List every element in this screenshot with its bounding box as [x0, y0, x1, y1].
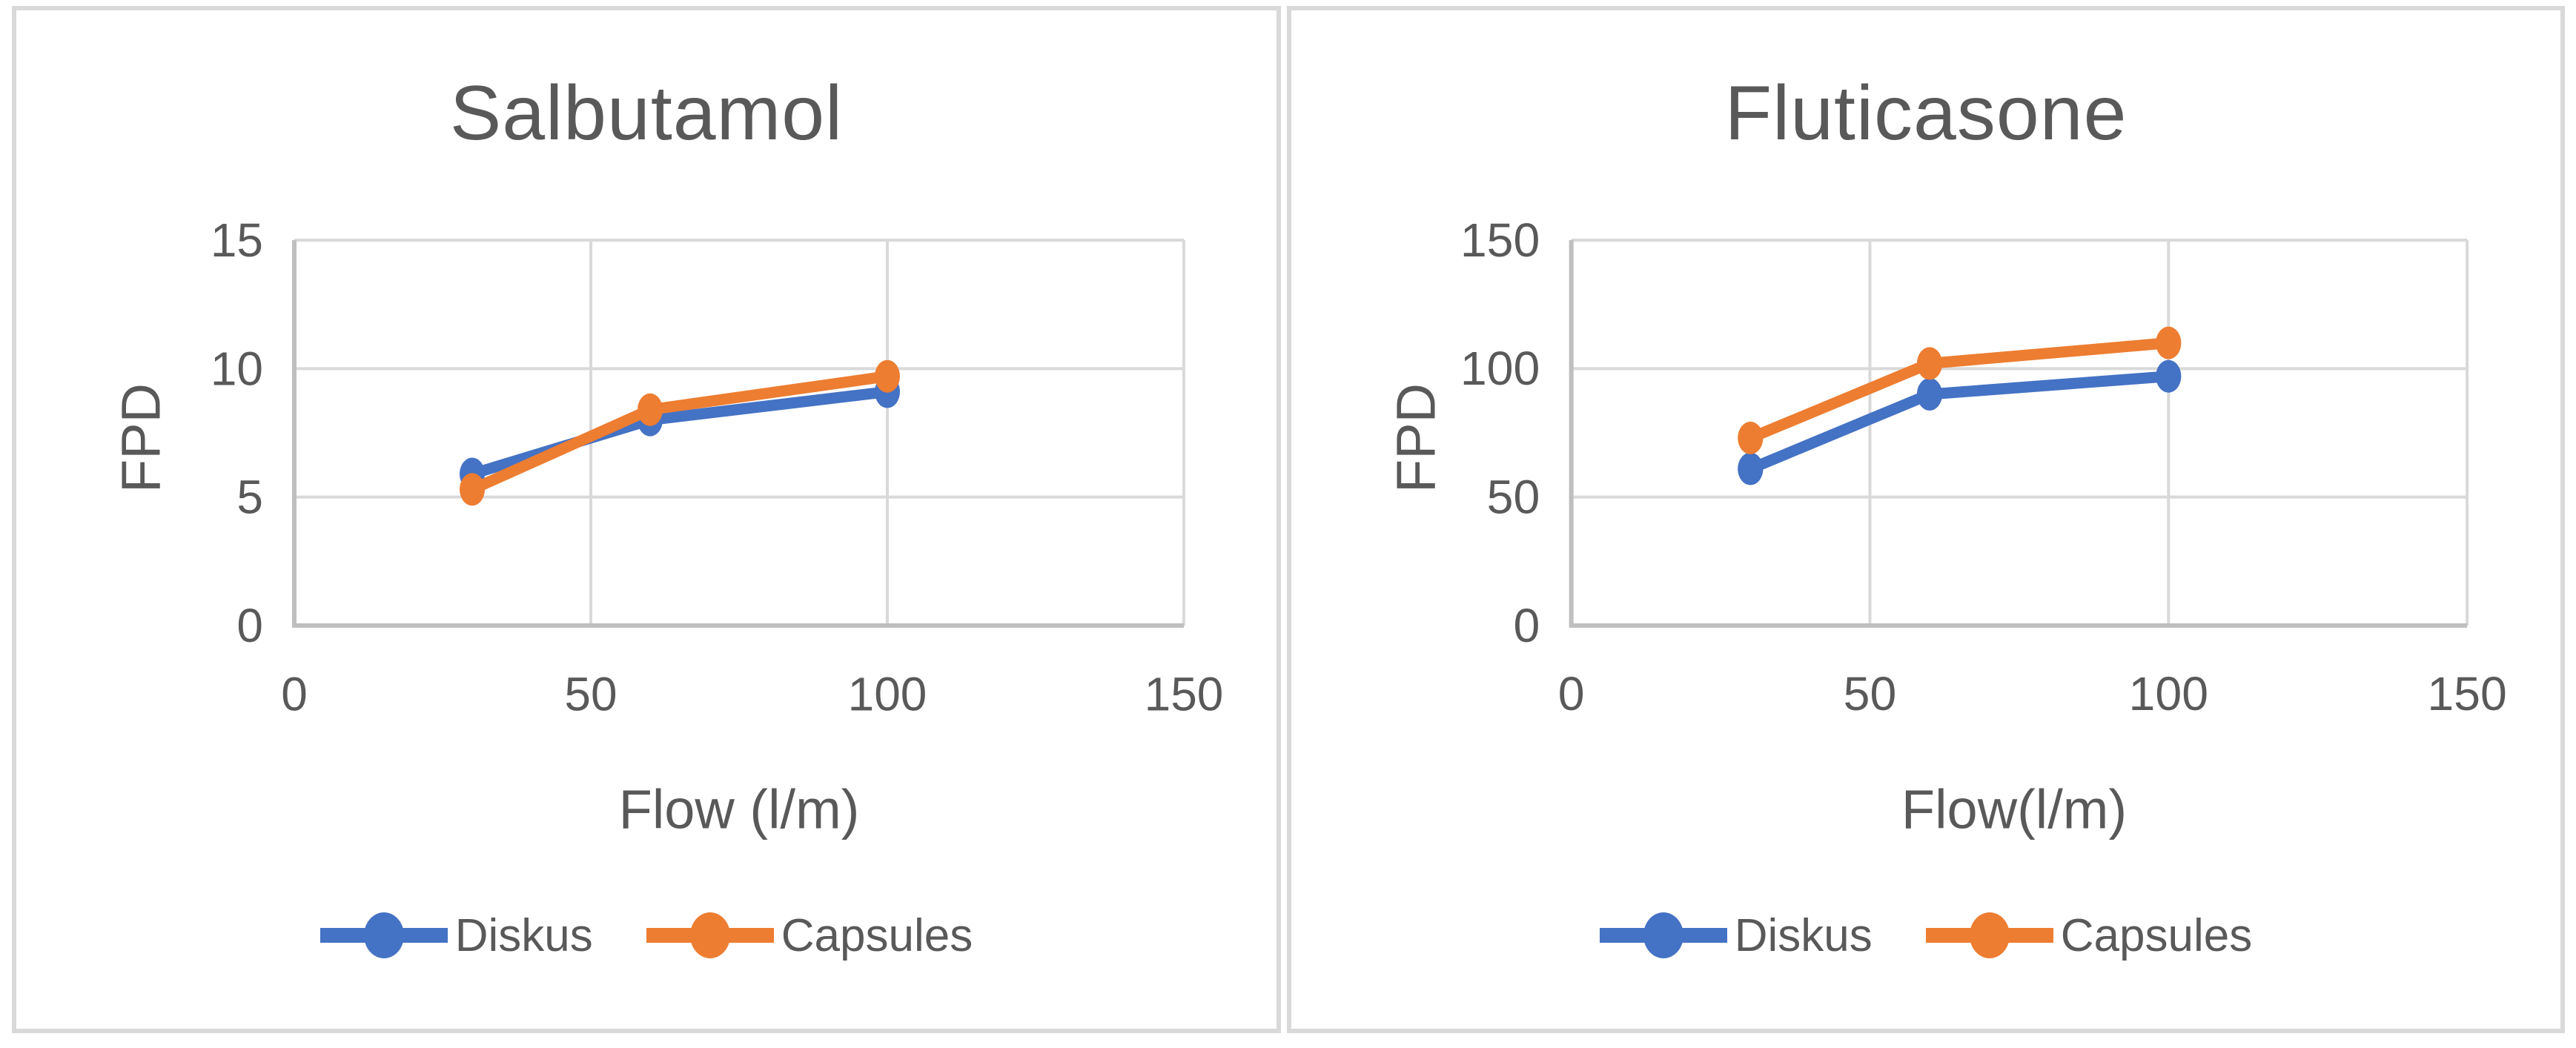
- legend-label-diskus: Diskus: [1734, 909, 1873, 961]
- chart-panel-salbutamol: 0 5 10 15 0 50 100 150 Salbutamol FPD Flow (l/m…: [12, 6, 1281, 1033]
- legend-marker-diskus-icon: [1599, 912, 1727, 958]
- x-tick-label: 100: [2129, 667, 2209, 720]
- legend-salbutamol: Diskus Capsules: [16, 909, 1277, 962]
- series-line-capsules: [466, 371, 893, 495]
- y-tick-label: 50: [1487, 471, 1540, 524]
- legend-item-capsules: Capsules: [646, 909, 973, 962]
- data-point-capsules: [638, 393, 663, 426]
- y-tick-label: 15: [211, 213, 263, 267]
- legend-marker-diskus-icon: [319, 912, 448, 958]
- plot-area-fluticasone: 0 50 100 150 0 50 100 150: [1460, 213, 2507, 720]
- x-tick-label: 50: [1844, 667, 1897, 720]
- legend-marker-capsules-icon: [646, 912, 774, 958]
- y-tick-label: 10: [211, 342, 263, 395]
- legend-label-diskus: Diskus: [454, 909, 593, 961]
- y-tick-label: 5: [236, 471, 263, 524]
- chart-title-salbutamol: Salbutamol: [449, 70, 844, 156]
- data-point-diskus: [2156, 359, 2182, 393]
- x-axis-title-salbutamol: Flow (l/m): [618, 778, 860, 840]
- data-point-diskus: [1738, 452, 1764, 485]
- y-tick-label: 0: [236, 599, 263, 652]
- legend-marker-capsules-icon: [1925, 912, 2053, 958]
- series-line-diskus: [1744, 371, 2174, 475]
- data-point-capsules: [460, 473, 485, 506]
- y-tick-label: 0: [1514, 599, 1540, 652]
- x-tick-label: 0: [1558, 667, 1585, 720]
- legend-label-capsules: Capsules: [2060, 909, 2253, 961]
- data-point-capsules: [1738, 421, 1764, 454]
- chart-panel-fluticasone: 0 50 100 150 0 50 100 150 Fluticasone FPD Flow(…: [1287, 6, 2565, 1033]
- x-tick-label: 150: [1145, 667, 1224, 720]
- y-tick-label: 100: [1460, 342, 1540, 395]
- x-tick-label: 0: [281, 667, 308, 720]
- data-point-capsules: [1916, 347, 1943, 380]
- data-point-diskus: [1916, 378, 1943, 411]
- x-axis-title-fluticasone: Flow(l/m): [1901, 778, 2128, 840]
- legend-label-capsules: Capsules: [781, 909, 973, 961]
- x-tick-label: 100: [848, 667, 927, 720]
- y-tick-label: 150: [1460, 213, 1540, 267]
- legend-fluticasone: Diskus Capsules: [1291, 909, 2560, 962]
- x-tick-label: 150: [2427, 667, 2507, 720]
- data-point-capsules: [875, 359, 900, 393]
- legend-item-diskus: Diskus: [1599, 909, 1873, 962]
- legend-item-diskus: Diskus: [319, 909, 593, 962]
- chart-title-fluticasone: Fluticasone: [1724, 70, 2128, 156]
- x-tick-label: 50: [564, 667, 617, 720]
- y-axis-title-salbutamol: FPD: [110, 383, 172, 493]
- data-point-capsules: [2156, 326, 2182, 359]
- y-axis-title-fluticasone: FPD: [1385, 383, 1447, 493]
- legend-item-capsules: Capsules: [1925, 909, 2253, 962]
